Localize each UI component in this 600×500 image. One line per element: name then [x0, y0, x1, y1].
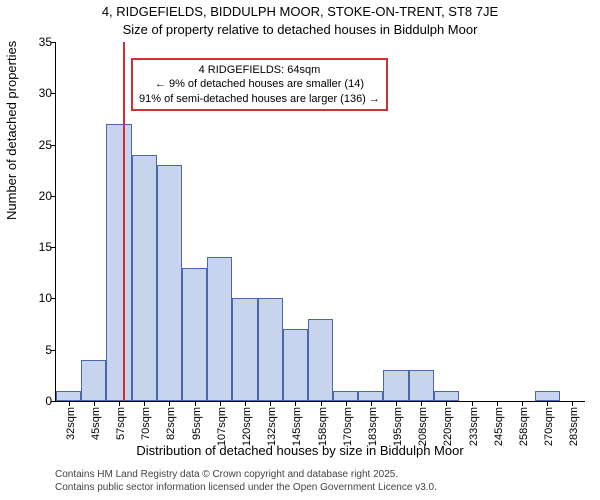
property-marker-line	[123, 42, 125, 401]
histogram-bar	[232, 298, 257, 401]
y-tick-label: 0	[22, 394, 52, 408]
histogram-bar	[132, 155, 157, 401]
y-tick-mark	[51, 93, 56, 94]
x-tick-mark	[497, 401, 498, 406]
x-tick-label: 132sqm	[266, 407, 268, 446]
x-tick-mark	[295, 401, 296, 406]
footer-line-2: Contains public sector information licen…	[55, 481, 437, 494]
property-annotation: 4 RIDGEFIELDS: 64sqm← 9% of detached hou…	[131, 58, 388, 111]
y-axis-label: Number of detached properties	[4, 41, 19, 220]
x-tick-mark	[346, 401, 347, 406]
histogram-bar	[434, 391, 459, 401]
property-size-chart: 4, RIDGEFIELDS, BIDDULPH MOOR, STOKE-ON-…	[0, 0, 600, 500]
x-tick-label: 82sqm	[165, 407, 167, 440]
x-tick-label: 170sqm	[342, 407, 344, 446]
x-tick-label: 258sqm	[518, 407, 520, 446]
x-tick-label: 183sqm	[367, 407, 369, 446]
x-tick-mark	[220, 401, 221, 406]
y-tick-mark	[51, 247, 56, 248]
x-tick-label: 220sqm	[442, 407, 444, 446]
footer-line-1: Contains HM Land Registry data © Crown c…	[55, 468, 437, 481]
histogram-bar	[409, 370, 434, 401]
x-tick-mark	[396, 401, 397, 406]
histogram-bar	[308, 319, 333, 401]
x-tick-mark	[321, 401, 322, 406]
x-tick-mark	[522, 401, 523, 406]
histogram-bar	[383, 370, 408, 401]
x-tick-mark	[195, 401, 196, 406]
annotation-line-2: ← 9% of detached houses are smaller (14)	[139, 77, 380, 91]
histogram-bar	[535, 391, 560, 401]
x-tick-label: 158sqm	[317, 407, 319, 446]
x-tick-label: 233sqm	[468, 407, 470, 446]
x-tick-label: 32sqm	[65, 407, 67, 440]
x-tick-mark	[144, 401, 145, 406]
chart-footer: Contains HM Land Registry data © Crown c…	[55, 468, 437, 494]
x-tick-label: 145sqm	[291, 407, 293, 446]
histogram-bar	[258, 298, 283, 401]
y-tick-mark	[51, 298, 56, 299]
y-tick-label: 10	[22, 291, 52, 305]
x-tick-mark	[547, 401, 548, 406]
x-tick-label: 270sqm	[543, 407, 545, 446]
x-tick-mark	[446, 401, 447, 406]
x-tick-mark	[371, 401, 372, 406]
histogram-bar	[106, 124, 131, 401]
x-tick-label: 195sqm	[392, 407, 394, 446]
x-tick-label: 120sqm	[241, 407, 243, 446]
y-tick-mark	[51, 196, 56, 197]
annotation-line-3: 91% of semi-detached houses are larger (…	[139, 92, 380, 106]
x-tick-mark	[572, 401, 573, 406]
x-tick-label: 107sqm	[216, 407, 218, 446]
chart-title-main: 4, RIDGEFIELDS, BIDDULPH MOOR, STOKE-ON-…	[0, 4, 600, 19]
histogram-bar	[81, 360, 106, 401]
x-tick-label: 45sqm	[90, 407, 92, 440]
histogram-bar	[358, 391, 383, 401]
x-axis-label: Distribution of detached houses by size …	[0, 443, 600, 458]
y-tick-label: 30	[22, 86, 52, 100]
x-tick-mark	[245, 401, 246, 406]
x-tick-label: 208sqm	[417, 407, 419, 446]
histogram-bar	[56, 391, 81, 401]
x-tick-mark	[169, 401, 170, 406]
histogram-bar	[207, 257, 232, 401]
x-tick-mark	[119, 401, 120, 406]
plot-area: 0510152025303532sqm45sqm57sqm70sqm82sqm9…	[55, 42, 585, 402]
x-tick-label: 283sqm	[568, 407, 570, 446]
x-tick-label: 95sqm	[191, 407, 193, 440]
x-tick-label: 245sqm	[493, 407, 495, 446]
y-tick-label: 35	[22, 35, 52, 49]
histogram-bar	[182, 268, 207, 401]
x-tick-mark	[270, 401, 271, 406]
y-tick-mark	[51, 145, 56, 146]
y-tick-mark	[51, 401, 56, 402]
x-tick-mark	[94, 401, 95, 406]
annotation-line-1: 4 RIDGEFIELDS: 64sqm	[139, 63, 380, 77]
x-tick-mark	[421, 401, 422, 406]
y-tick-label: 25	[22, 138, 52, 152]
x-tick-mark	[472, 401, 473, 406]
histogram-bar	[333, 391, 358, 401]
x-tick-label: 57sqm	[115, 407, 117, 440]
y-tick-label: 5	[22, 343, 52, 357]
x-tick-label: 70sqm	[140, 407, 142, 440]
y-tick-label: 20	[22, 189, 52, 203]
x-tick-mark	[69, 401, 70, 406]
y-tick-mark	[51, 42, 56, 43]
histogram-bar	[157, 165, 182, 401]
y-tick-label: 15	[22, 240, 52, 254]
chart-title-sub: Size of property relative to detached ho…	[0, 22, 600, 37]
histogram-bar	[283, 329, 308, 401]
y-tick-mark	[51, 350, 56, 351]
